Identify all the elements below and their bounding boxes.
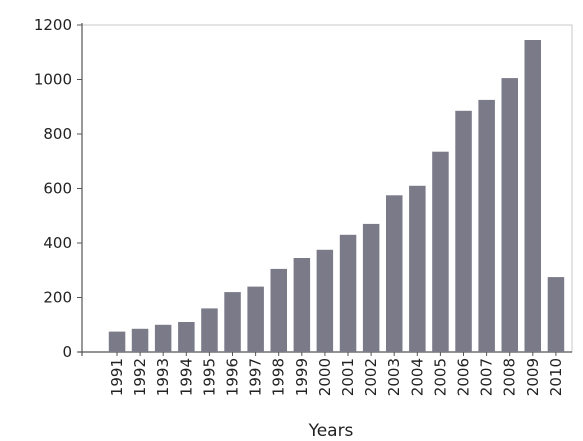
bar-1999 xyxy=(293,258,311,352)
bar-1998 xyxy=(270,268,287,352)
x-tick-label-1995: 1995 xyxy=(200,358,218,396)
y-tick-label: 600 xyxy=(43,180,72,198)
x-tick-label-2006: 2006 xyxy=(455,358,473,396)
bar-1994 xyxy=(178,322,195,352)
x-tick-label-2004: 2004 xyxy=(408,358,426,396)
x-axis-label: Years xyxy=(308,421,354,441)
bar-2002 xyxy=(362,223,380,352)
bar-2001 xyxy=(339,234,357,352)
x-tick-label-2003: 2003 xyxy=(385,358,403,396)
bar-1991 xyxy=(108,331,126,352)
bars xyxy=(108,40,565,353)
x-axis: 1991 1992 1993 1994 1995 1996 1997 1998 1999 2000… xyxy=(108,352,565,396)
x-tick-label-1992: 1992 xyxy=(131,358,149,396)
bar-1997 xyxy=(247,286,264,352)
bar-2004 xyxy=(409,185,426,352)
y-axis: 0 200 400 600 800 1000 1200 xyxy=(34,16,82,361)
x-tick-label-1994: 1994 xyxy=(177,358,195,396)
bar-1995 xyxy=(201,308,218,352)
x-tick-label-1997: 1997 xyxy=(247,358,265,396)
bar-2003 xyxy=(386,195,403,352)
y-tick-label: 800 xyxy=(43,125,72,143)
x-tick-label-2005: 2005 xyxy=(431,358,449,396)
bar-2005 xyxy=(432,151,449,352)
x-tick-label-1996: 1996 xyxy=(224,358,242,396)
bar-2010 xyxy=(547,277,565,352)
x-tick-label-2007: 2007 xyxy=(478,358,496,396)
y-tick-label: 0 xyxy=(62,343,72,361)
x-tick-label-2008: 2008 xyxy=(501,358,519,396)
x-tick-label-1999: 1999 xyxy=(293,358,311,396)
bar-1996 xyxy=(224,292,241,352)
y-tick-label: 200 xyxy=(43,289,72,307)
x-tick-label-1998: 1998 xyxy=(270,358,288,396)
x-tick-label-2009: 2009 xyxy=(524,358,542,396)
y-tick-label: 1200 xyxy=(34,16,72,34)
x-tick-label-2002: 2002 xyxy=(362,358,380,396)
bar-2000 xyxy=(316,249,334,352)
y-tick-label: 1000 xyxy=(34,71,72,89)
bar-2007 xyxy=(478,99,495,353)
bar-1993 xyxy=(154,324,172,353)
x-tick-label-2010: 2010 xyxy=(547,358,565,396)
bar-1992 xyxy=(131,328,149,352)
x-tick-label-1993: 1993 xyxy=(154,358,172,396)
y-tick-label: 400 xyxy=(43,234,72,252)
bar-2009 xyxy=(524,40,541,352)
x-tick-label-2001: 2001 xyxy=(339,358,357,396)
bar-2008 xyxy=(501,78,518,352)
x-tick-label-1991: 1991 xyxy=(108,358,126,396)
bar-2006 xyxy=(455,110,472,352)
x-tick-label-2000: 2000 xyxy=(316,358,334,396)
